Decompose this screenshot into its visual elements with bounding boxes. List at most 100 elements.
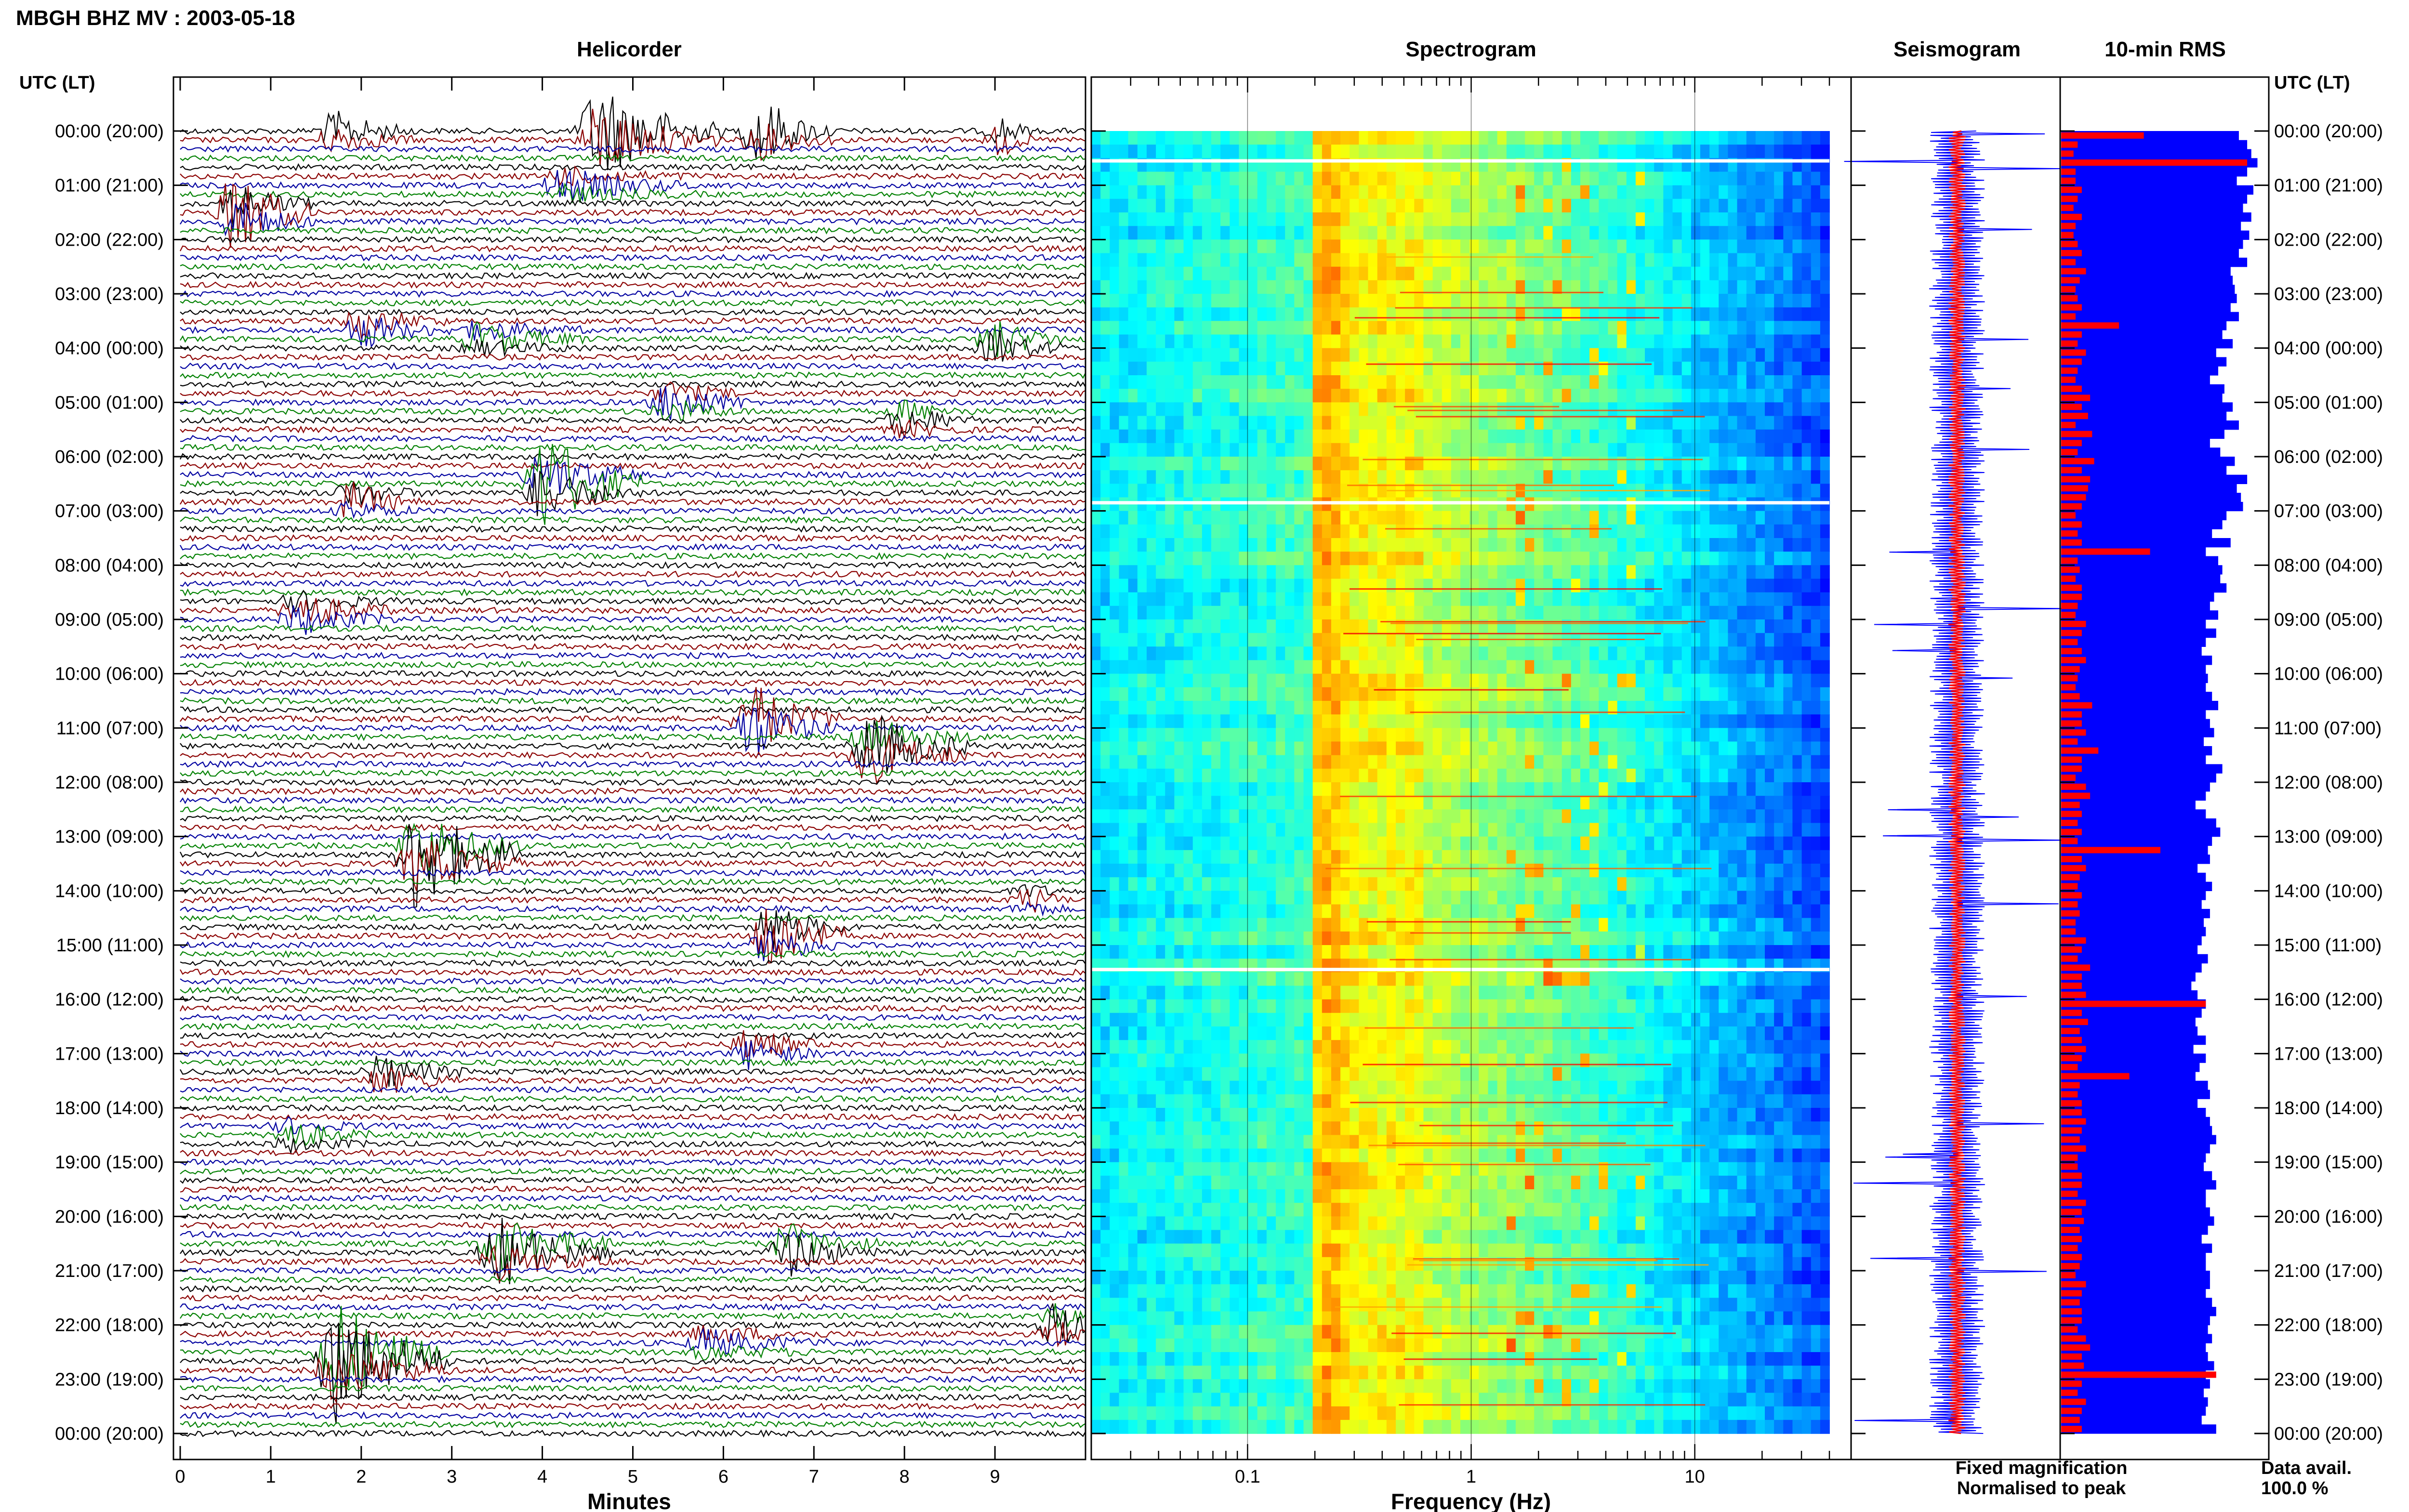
- spectrogram-cell: [1377, 253, 1387, 267]
- spectrogram-cell: [1423, 796, 1433, 810]
- spectrogram-cell: [1414, 931, 1424, 946]
- spectrogram-cell: [1552, 605, 1562, 620]
- spectrogram-cell: [1672, 416, 1682, 430]
- spectrogram-cell: [1746, 877, 1756, 892]
- spectrogram-cell: [1312, 198, 1323, 213]
- spectrogram-cell: [1137, 375, 1147, 389]
- spectrogram-cell: [1663, 348, 1673, 362]
- spectrogram-cell: [1719, 402, 1729, 417]
- spectrogram-cell: [1396, 429, 1405, 444]
- spectrogram-cell: [1709, 552, 1720, 566]
- spectrogram-cell: [1359, 484, 1369, 498]
- spectrogram-cell: [1479, 660, 1489, 674]
- spectrogram-cell: [1303, 416, 1313, 430]
- spectrogram-cell: [1765, 402, 1774, 417]
- spectrogram-cell: [1350, 701, 1360, 715]
- spectrogram-cell: [1322, 389, 1332, 403]
- spectrogram-cell: [1728, 633, 1738, 647]
- helicorder-trace: [180, 624, 1086, 633]
- spectrogram-cell: [1285, 361, 1295, 376]
- spectrogram-cell: [1728, 212, 1738, 226]
- spectrogram-cell: [1312, 782, 1323, 796]
- spectrogram-cell: [1312, 266, 1323, 281]
- spectrogram-cell: [1681, 823, 1692, 837]
- spectrogram-cell: [1525, 579, 1535, 593]
- spectrogram-cell: [1562, 145, 1572, 159]
- spectrogram-cell: [1681, 321, 1692, 335]
- spectrogram-cell: [1728, 185, 1738, 199]
- spectrogram-cell: [1386, 741, 1396, 756]
- spectrogram-cell: [1820, 552, 1830, 566]
- spectrogram-cell: [1423, 945, 1433, 959]
- spectrogram-cell: [1783, 307, 1793, 322]
- spectrogram-cell: [1340, 145, 1350, 159]
- spectrogram-cell: [1672, 904, 1682, 919]
- helicorder-trace: [180, 202, 1086, 237]
- spectrogram-cell: [1709, 701, 1720, 715]
- spectrogram-cell: [1119, 945, 1129, 959]
- spectrogram-cell: [1599, 538, 1609, 552]
- spectrogram-cell: [1525, 212, 1535, 226]
- spectrogram-cell: [1774, 443, 1784, 457]
- spectrogram-cell: [1220, 470, 1231, 485]
- spectrogram-cell: [1432, 307, 1443, 322]
- spectrogram-cell: [1230, 198, 1240, 213]
- spectrogram-cell: [1700, 809, 1710, 824]
- spectrogram-cell: [1571, 307, 1581, 322]
- spectrogram-cell: [1811, 592, 1821, 606]
- spectrogram-cell: [1691, 646, 1701, 661]
- spectrogram-cell: [1626, 198, 1636, 213]
- spectrogram-cell: [1654, 673, 1664, 688]
- spectrogram-cell: [1626, 212, 1636, 226]
- spectrogram-cell: [1340, 212, 1350, 226]
- spectrogram-cell: [1506, 511, 1516, 525]
- spectrogram-cell: [1331, 552, 1341, 566]
- spectrogram-cell: [1681, 375, 1692, 389]
- spectrogram-cell: [1543, 552, 1553, 566]
- spectrogram-cell: [1257, 660, 1267, 674]
- helicorder-trace: [180, 371, 1086, 380]
- spectrogram-cell: [1230, 796, 1240, 810]
- spectrogram-cell: [1792, 796, 1802, 810]
- spectrogram-cell: [1719, 171, 1729, 186]
- spectrogram-cell: [1248, 552, 1258, 566]
- spectrogram-cell: [1350, 565, 1360, 579]
- spectrogram-cell: [1626, 443, 1636, 457]
- spectrogram-cell: [1110, 266, 1120, 281]
- spectrogram-cell: [1525, 375, 1535, 389]
- spectrogram-cell: [1719, 239, 1729, 254]
- spectrogram-cell: [1617, 375, 1627, 389]
- spectrogram-cell: [1617, 212, 1627, 226]
- spectrogram-cell: [1405, 429, 1415, 444]
- spectrogram-cell: [1368, 457, 1378, 471]
- spectrogram-cell: [1746, 307, 1756, 322]
- spectrogram-cell: [1765, 389, 1774, 403]
- spectrogram-cell: [1608, 334, 1618, 349]
- spectrogram-cell: [1479, 307, 1489, 322]
- spectrogram-cell: [1156, 429, 1166, 444]
- spectrogram-cell: [1626, 253, 1636, 267]
- spectrogram-cell: [1525, 850, 1535, 864]
- spectrogram-cell: [1755, 579, 1765, 593]
- spectrogram-cell: [1765, 226, 1774, 240]
- spectrogram-cell: [1100, 592, 1111, 606]
- spectrogram-cell: [1663, 538, 1673, 552]
- spectrogram-cell: [1156, 402, 1166, 417]
- helicorder-trace: [180, 1402, 1086, 1410]
- spectrogram-cell: [1091, 334, 1101, 349]
- spectrogram-cell: [1423, 212, 1433, 226]
- spectrogram-cell: [1774, 470, 1784, 485]
- spectrogram-cell: [1719, 226, 1729, 240]
- spectrogram-cell: [1211, 145, 1221, 159]
- spectrogram-cell: [1497, 226, 1507, 240]
- spectrogram-cell: [1645, 605, 1655, 620]
- spectrogram-cell: [1589, 605, 1600, 620]
- spectrogram-cell: [1156, 212, 1166, 226]
- spectrogram-cell: [1146, 701, 1156, 715]
- spectrogram-cell: [1746, 850, 1756, 864]
- spectrogram-cell: [1552, 565, 1562, 579]
- spectrogram-cell: [1552, 185, 1562, 199]
- spectrogram-cell: [1506, 402, 1516, 417]
- spectrogram-cell: [1266, 714, 1276, 729]
- spectrogram-cell: [1350, 361, 1360, 376]
